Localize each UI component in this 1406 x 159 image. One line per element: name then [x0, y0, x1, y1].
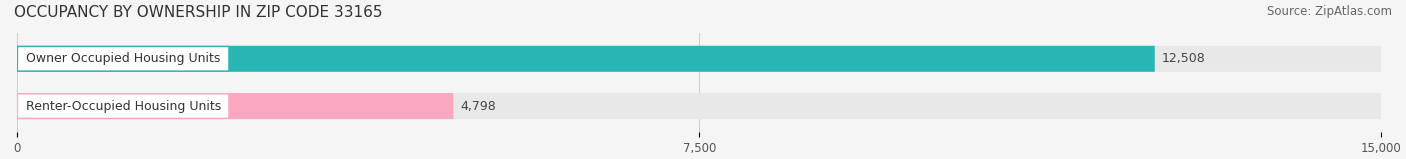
Text: Source: ZipAtlas.com: Source: ZipAtlas.com [1267, 5, 1392, 18]
FancyBboxPatch shape [17, 46, 229, 71]
FancyBboxPatch shape [17, 93, 1382, 119]
FancyBboxPatch shape [17, 46, 1382, 72]
Text: OCCUPANCY BY OWNERSHIP IN ZIP CODE 33165: OCCUPANCY BY OWNERSHIP IN ZIP CODE 33165 [14, 5, 382, 20]
Text: Renter-Occupied Housing Units: Renter-Occupied Housing Units [25, 100, 221, 113]
Text: 12,508: 12,508 [1161, 52, 1206, 65]
FancyBboxPatch shape [17, 94, 229, 118]
Text: Owner Occupied Housing Units: Owner Occupied Housing Units [25, 52, 221, 65]
FancyBboxPatch shape [17, 93, 453, 119]
FancyBboxPatch shape [17, 46, 1154, 72]
Text: 4,798: 4,798 [461, 100, 496, 113]
